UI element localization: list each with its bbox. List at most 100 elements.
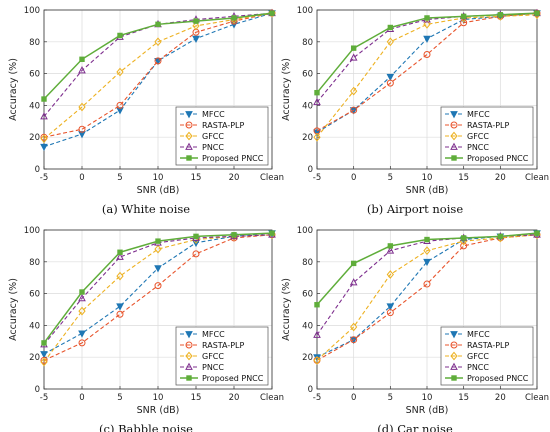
data-point [314,89,320,96]
data-point [155,238,161,244]
data-point [78,293,86,302]
data-point [192,21,200,31]
data-point [231,15,237,21]
data-point [40,133,48,141]
y-tick-label: 20 [29,353,40,363]
x-tick-label: 20 [495,393,506,403]
x-axis-label: SNR (dB) [137,185,180,196]
data-point [78,330,86,338]
data-point [497,233,504,240]
data-point [155,21,161,28]
legend-entry: MFCC [202,110,225,119]
legend-entry: PNCC [467,143,489,152]
legend-marker [185,351,193,361]
data-point [78,131,86,139]
x-axis-label: SNR (dB) [406,405,449,416]
x-tick-label: Clean [525,393,549,403]
data-point [154,57,162,65]
x-tick-label: 15 [191,173,202,183]
data-point [313,355,321,365]
series-line-rasta-plp [43,234,273,361]
y-tick-label: 80 [29,258,40,268]
panel-caption: (c) Babble noise [99,422,193,432]
x-tick-label: 0 [351,393,356,403]
series-line-rasta-plp [43,12,273,138]
data-point [192,35,200,43]
data-point [40,134,48,144]
data-point [386,73,395,82]
legend: MFCC RASTA-PLP GFCC PNCC Proposed PNCC [440,106,534,166]
data-point [40,112,48,120]
data-point [423,51,431,59]
data-point [497,12,504,18]
data-point [534,10,540,16]
x-tick-label: -5 [313,173,321,183]
data-point [460,19,468,27]
legend: MFCC RASTA-PLP GFCC PNCC Proposed PNCC [175,326,269,386]
x-tick-label: Clean [260,393,284,403]
y-tick-label: 60 [302,70,313,80]
legend-entry: RASTA-PLP [202,121,245,130]
x-tick-label: 20 [229,393,240,403]
y-tick-label: 100 [297,6,313,16]
legend-entry: GFCC [202,352,224,361]
x-tick-label: 0 [351,173,356,183]
legend-marker [186,375,192,381]
data-point [79,289,85,295]
y-tick-label: 80 [302,258,313,268]
data-point [269,230,275,236]
data-point [387,24,394,31]
legend-entry: GFCC [467,352,489,361]
y-tick-label: 60 [302,290,313,300]
y-tick-label: 100 [297,226,313,236]
series-line-rasta-plp [316,12,538,132]
data-point [314,302,320,308]
y-tick-label: 80 [302,38,313,48]
legend-marker [451,375,457,381]
data-point [40,357,48,367]
data-point [460,13,467,20]
data-point [116,101,124,109]
y-tick-label: 40 [302,101,313,111]
legend-marker [185,131,193,141]
data-point [78,306,86,316]
data-point [40,143,48,152]
data-point [41,96,47,102]
data-point [269,10,275,16]
data-point [386,270,394,279]
panel-caption: (d) Car noise [377,422,453,432]
y-tick-label: 100 [24,6,40,16]
legend-entry: PNCC [202,363,224,372]
y-axis-label: Accuracy (%) [281,278,292,341]
data-point [154,282,162,290]
x-tick-label: 20 [229,173,240,183]
data-point [40,351,48,359]
x-tick-label: 5 [388,393,393,403]
legend-entry: Proposed PNCC [467,374,529,383]
data-point [154,244,162,254]
legend-marker [450,341,458,349]
data-point [117,32,123,39]
legend-entry: Proposed PNCC [202,154,264,163]
data-point [423,246,431,256]
x-tick-label: 15 [458,173,469,183]
legend-marker [185,341,193,349]
data-point [192,250,200,258]
legend-marker [450,121,458,129]
x-axis-label: SNR (dB) [137,405,180,416]
x-tick-label: 10 [153,393,164,403]
x-tick-label: 10 [422,393,433,403]
data-point [116,107,124,115]
y-tick-label: 60 [29,290,40,300]
data-point [193,233,199,240]
data-point [154,37,162,47]
x-axis-label: SNR (dB) [406,185,449,196]
legend-entry: RASTA-PLP [202,341,245,350]
legend-entry: RASTA-PLP [467,121,510,130]
x-tick-label: Clean [260,173,284,183]
legend: MFCC RASTA-PLP GFCC PNCC Proposed PNCC [175,106,269,166]
legend-marker [186,155,192,161]
